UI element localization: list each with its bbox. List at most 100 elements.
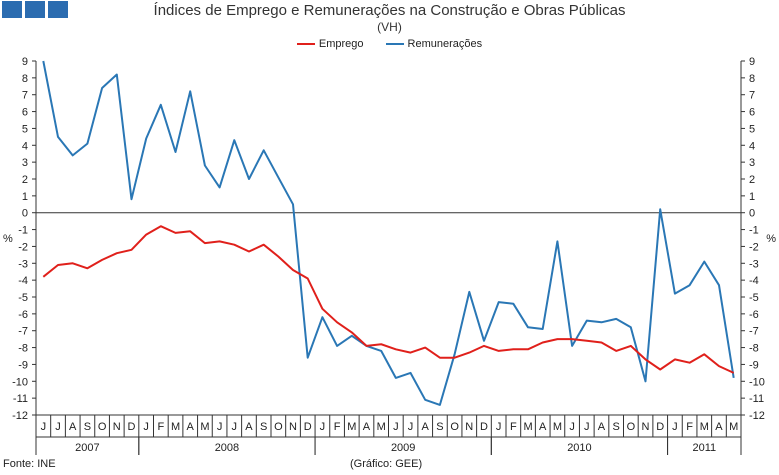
x-tick-label: F: [686, 421, 693, 433]
x-tick-label: A: [422, 421, 430, 433]
y-tick-label-left: -9: [18, 359, 28, 371]
x-tick-label: M: [523, 421, 532, 433]
y-tick-label-left: 5: [22, 123, 28, 135]
y-tick-label-left: -10: [12, 376, 28, 388]
year-label: 2007: [75, 442, 99, 454]
y-tick-label-right: 0: [749, 208, 755, 220]
y-tick-label-left: -3: [18, 258, 28, 270]
y-tick-label-left: 7: [22, 90, 28, 102]
x-tick-label: F: [510, 421, 517, 433]
x-tick-label: J: [232, 421, 238, 433]
source-note: Fonte: INE: [3, 458, 56, 470]
y-tick-label-right: -5: [749, 292, 759, 304]
legend-swatch-remuneracoes: [385, 43, 404, 45]
chart-title: Índices de Emprego e Remunerações na Con…: [153, 2, 626, 19]
y-tick-label-right: 7: [749, 90, 755, 102]
credit-note: (Gráfico: GEE): [350, 458, 423, 470]
y-tick-label-right: 6: [749, 107, 755, 119]
y-tick-label-left: -7: [18, 326, 28, 338]
y-tick-label-right: -10: [749, 376, 765, 388]
x-tick-label: J: [393, 421, 399, 433]
x-tick-label: M: [553, 421, 562, 433]
x-tick-label: A: [363, 421, 371, 433]
y-tick-label-right: -8: [749, 343, 759, 355]
x-tick-label: A: [69, 421, 77, 433]
y-tick-label-right: 2: [749, 174, 755, 186]
y-tick-label-right: -3: [749, 258, 759, 270]
x-tick-label: O: [274, 421, 283, 433]
y-tick-label-left: 4: [22, 140, 28, 152]
x-tick-label: M: [729, 421, 738, 433]
x-tick-label: O: [98, 421, 107, 433]
x-tick-label: S: [436, 421, 443, 433]
x-tick-label: F: [334, 421, 341, 433]
y-tick-label-left: 0: [22, 208, 28, 220]
legend-item-emprego: Emprego: [296, 38, 364, 50]
y-tick-label-right: -7: [749, 326, 759, 338]
y-tick-label-left: 6: [22, 107, 28, 119]
year-label: 2009: [391, 442, 415, 454]
x-tick-label: M: [200, 421, 209, 433]
x-tick-label: J: [496, 421, 502, 433]
brand-logo: [2, 1, 68, 18]
y-tick-label-left: -1: [18, 225, 28, 237]
y-tick-label-left: 8: [22, 73, 28, 85]
year-label: 2011: [692, 442, 716, 454]
y-tick-label-left: 3: [22, 157, 28, 169]
y-tick-label-right: -6: [749, 309, 759, 321]
chart-legend: Emprego Remunerações: [0, 38, 779, 50]
x-tick-label: A: [598, 421, 606, 433]
y-tick-label-left: -6: [18, 309, 28, 321]
chart-subtitle: (VH): [377, 20, 402, 34]
x-tick-label: J: [569, 421, 575, 433]
x-tick-label: J: [672, 421, 678, 433]
y-tick-label-right: 5: [749, 123, 755, 135]
x-tick-label: M: [171, 421, 180, 433]
x-tick-label: F: [157, 421, 164, 433]
x-tick-label: N: [465, 421, 473, 433]
x-tick-label: D: [480, 421, 488, 433]
y-tick-label-right: 8: [749, 73, 755, 85]
x-tick-label: A: [715, 421, 723, 433]
y-tick-label-left: -12: [12, 410, 28, 422]
legend-label-remuneracoes: Remunerações: [407, 38, 483, 50]
x-tick-label: D: [304, 421, 312, 433]
legend-label-emprego: Emprego: [318, 38, 364, 50]
x-tick-label: J: [55, 421, 61, 433]
y-tick-label-right: 3: [749, 157, 755, 169]
year-label: 2010: [567, 442, 591, 454]
legend-swatch-emprego: [296, 43, 315, 45]
x-tick-label: O: [450, 421, 459, 433]
year-label: 2008: [215, 442, 239, 454]
brand-block: [48, 1, 68, 18]
y-tick-label-left: -2: [18, 241, 28, 253]
x-tick-label: A: [187, 421, 195, 433]
y-tick-label-right: -11: [749, 393, 764, 405]
y-tick-label-left: 1: [22, 191, 28, 203]
x-tick-label: A: [539, 421, 547, 433]
y-axis-label-left: %: [3, 233, 13, 245]
x-tick-label: J: [217, 421, 223, 433]
brand-block: [25, 1, 45, 18]
x-tick-label: J: [143, 421, 149, 433]
x-tick-label: O: [627, 421, 636, 433]
x-tick-label: J: [408, 421, 414, 433]
x-tick-label: D: [127, 421, 135, 433]
x-tick-label: N: [642, 421, 650, 433]
x-tick-label: D: [656, 421, 664, 433]
x-tick-label: M: [377, 421, 386, 433]
x-tick-label: J: [584, 421, 590, 433]
series-line-remuneracoes: [42, 60, 735, 406]
y-tick-label-left: 2: [22, 174, 28, 186]
legend-item-remuneracoes: Remunerações: [385, 38, 483, 50]
x-tick-label: S: [260, 421, 267, 433]
y-tick-label-left: -8: [18, 343, 28, 355]
y-tick-label-left: -11: [13, 393, 28, 405]
x-tick-label: A: [245, 421, 253, 433]
x-tick-label: N: [113, 421, 121, 433]
y-tick-label-right: -9: [749, 359, 759, 371]
x-tick-label: S: [84, 421, 91, 433]
y-tick-label-right: -1: [749, 225, 759, 237]
brand-block: [2, 1, 22, 18]
